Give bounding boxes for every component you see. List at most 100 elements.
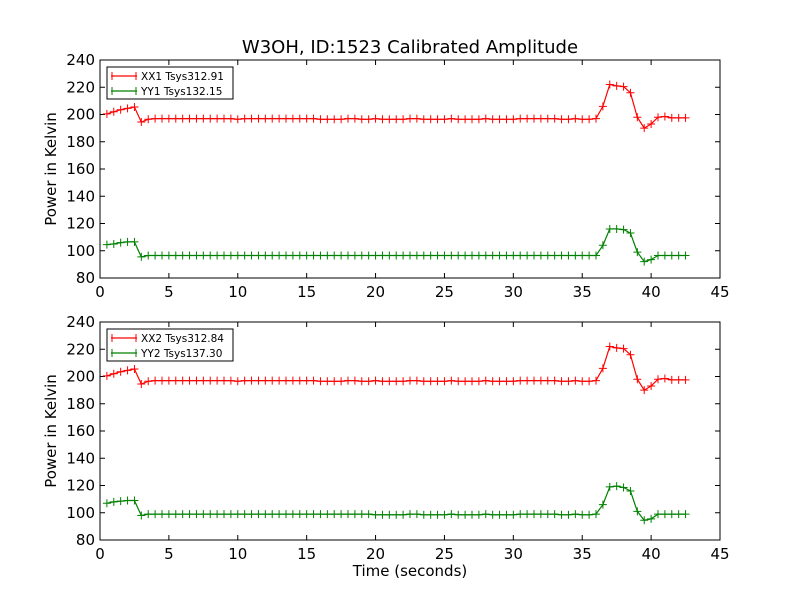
data-point (557, 377, 566, 386)
data-point (309, 510, 318, 519)
data-point (598, 364, 607, 373)
y-tick-label: 220 (66, 78, 95, 96)
data-point (233, 251, 242, 260)
y-axis-label: Power in Kelvin (42, 374, 60, 488)
chart-title: W3OH, ID:1523 Calibrated Amplitude (242, 37, 578, 58)
data-point (585, 115, 594, 124)
y-tick-label: 160 (66, 422, 95, 440)
series-yy1 (102, 224, 690, 266)
data-point (454, 377, 463, 386)
data-point (502, 251, 511, 260)
data-point (337, 115, 346, 124)
data-point (543, 510, 552, 519)
data-point (612, 224, 621, 233)
legend-box (106, 66, 234, 100)
data-point (123, 496, 132, 505)
data-point (130, 365, 139, 374)
data-point (433, 251, 442, 260)
data-point (592, 510, 600, 519)
data-point (426, 251, 435, 260)
data-point (199, 114, 208, 123)
legend-marker (111, 87, 137, 95)
data-point (337, 377, 346, 386)
data-point (468, 251, 476, 260)
data-point (399, 115, 408, 124)
data-point (612, 343, 621, 352)
data-point (350, 376, 359, 385)
x-tick-label: 45 (710, 283, 729, 301)
data-point (468, 377, 476, 386)
x-tick-label: 30 (504, 545, 523, 563)
data-point (344, 510, 352, 519)
data-point (419, 251, 428, 260)
x-tick-label: 35 (573, 283, 592, 301)
data-point (323, 510, 332, 519)
data-point (295, 251, 304, 260)
data-point (185, 114, 194, 123)
data-point (378, 377, 387, 386)
data-point (433, 115, 442, 124)
data-point (178, 510, 187, 519)
data-point (564, 510, 573, 519)
data-point (288, 376, 297, 385)
data-point (633, 375, 642, 384)
legend-label: YY1 Tsys132.15 (140, 86, 222, 98)
y-tick-label: 180 (66, 395, 95, 413)
data-point (144, 251, 153, 260)
data-point (495, 251, 504, 260)
data-point (357, 115, 366, 124)
x-tick-label: 40 (642, 283, 661, 301)
data-point (226, 510, 235, 519)
data-point (412, 114, 421, 123)
data-point (598, 500, 607, 509)
data-point (185, 376, 194, 385)
data-point (667, 113, 676, 122)
data-point (137, 252, 146, 261)
data-point (102, 240, 111, 249)
data-point (247, 376, 256, 385)
data-point (288, 251, 297, 260)
data-point (261, 510, 270, 519)
data-point (309, 114, 318, 123)
data-point (660, 374, 669, 383)
data-point (171, 114, 180, 123)
data-point (220, 376, 228, 385)
data-point (660, 251, 669, 260)
data-point (302, 251, 311, 260)
data-point (536, 251, 545, 260)
data-point (337, 251, 346, 260)
data-point (247, 114, 256, 123)
data-point (516, 251, 525, 260)
data-point (158, 376, 166, 385)
data-point (592, 251, 600, 260)
data-point (302, 510, 311, 519)
data-point (654, 510, 662, 519)
y-tick-label: 140 (66, 187, 95, 205)
data-point (192, 251, 201, 260)
legend-label: XX2 Tsys312.84 (141, 333, 224, 345)
x-tick-label: 10 (228, 545, 247, 563)
data-point (543, 251, 552, 260)
data-point (199, 376, 208, 385)
x-tick-label: 20 (366, 545, 385, 563)
data-point (550, 251, 559, 260)
x-tick-label: 25 (435, 283, 454, 301)
x-tick-label: 15 (297, 545, 316, 563)
data-point (323, 377, 332, 386)
x-tick-label: 5 (164, 545, 174, 563)
data-point (619, 344, 628, 353)
data-point (461, 510, 470, 519)
data-point (557, 251, 566, 260)
data-point (481, 251, 490, 260)
data-point (247, 510, 256, 519)
data-point (254, 251, 263, 260)
data-point (192, 114, 201, 123)
data-point (206, 251, 215, 260)
data-point (523, 376, 532, 385)
data-point (364, 115, 373, 124)
data-point (516, 114, 525, 123)
data-point (461, 377, 470, 386)
data-point (571, 251, 580, 260)
y-tick-label: 160 (66, 160, 95, 178)
data-point (158, 114, 166, 123)
